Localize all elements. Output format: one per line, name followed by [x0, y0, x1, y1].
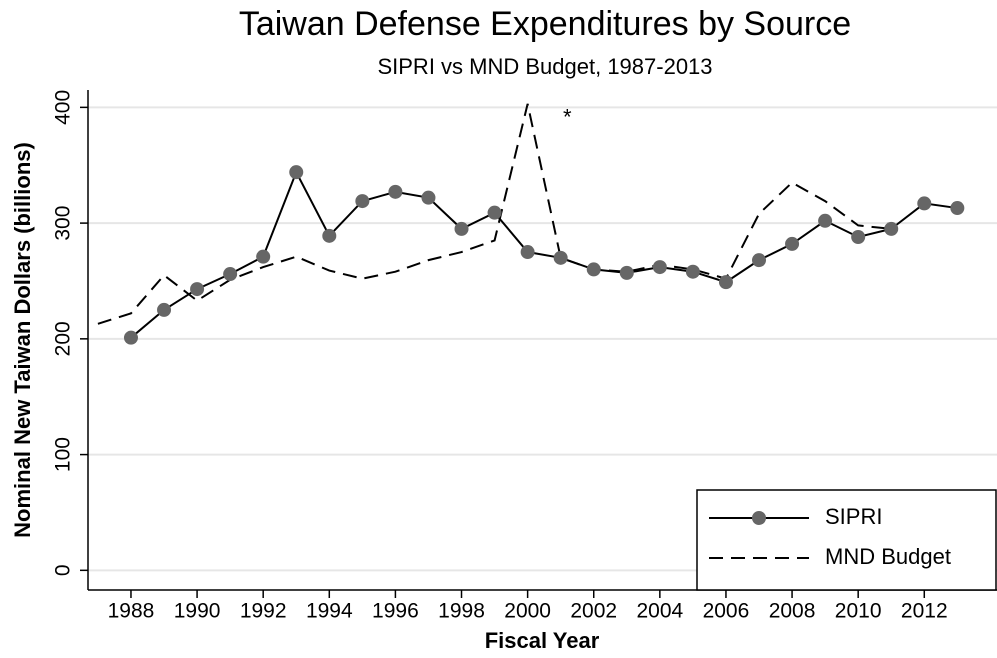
point [884, 221, 899, 236]
point [520, 245, 535, 260]
legend-marker [752, 511, 766, 525]
x-tick-label: 1988 [108, 600, 155, 623]
x-tick-label: 2002 [570, 600, 617, 623]
legend-box [696, 489, 997, 591]
point [718, 275, 733, 290]
x-tick-label: 2006 [703, 600, 750, 623]
y-tick-label: 400 [52, 90, 75, 125]
point [487, 205, 502, 220]
x-tick-label: 2010 [835, 600, 882, 623]
chart-title: Taiwan Defense Expenditures by Source [239, 5, 851, 43]
y-tick-label: 200 [52, 321, 75, 356]
point [388, 184, 403, 199]
point [289, 165, 304, 180]
point [322, 228, 337, 243]
x-tick-label: 1996 [372, 600, 419, 623]
x-tick-label: 2004 [636, 600, 683, 623]
point [785, 236, 800, 251]
point [652, 260, 667, 275]
y-tick-label: 0 [52, 564, 75, 576]
x-axis-label: Fiscal Year [485, 628, 600, 653]
point [157, 302, 172, 317]
point [917, 196, 932, 211]
x-tick-label: 1990 [174, 600, 221, 623]
annotation: * [563, 105, 572, 130]
y-tick-label: 100 [52, 437, 75, 472]
point [685, 264, 700, 279]
point [950, 201, 965, 216]
chart-subtitle: SIPRI vs MND Budget, 1987-2013 [377, 54, 712, 79]
x-tick-label: 2012 [901, 600, 948, 623]
y-axis-label: Nominal New Taiwan Dollars (billions) [10, 142, 35, 538]
point [123, 330, 138, 345]
x-tick-label: 1998 [438, 600, 485, 623]
point [421, 190, 436, 205]
point [355, 194, 370, 209]
line [130, 169, 958, 339]
legend-label: MND Budget [825, 544, 951, 569]
point [619, 265, 634, 280]
point [851, 229, 866, 244]
point [223, 267, 238, 282]
x-tick-label: 1994 [306, 600, 353, 623]
point [454, 221, 469, 236]
point [752, 253, 767, 268]
point [818, 213, 833, 228]
point [256, 249, 271, 264]
point [586, 262, 601, 277]
x-tick-label: 2008 [769, 600, 816, 623]
y-tick-label: 300 [52, 206, 75, 241]
x-tick-label: 2000 [504, 600, 551, 623]
legend-label: SIPRI [825, 504, 882, 529]
point [553, 250, 568, 265]
x-tick-label: 1992 [240, 600, 287, 623]
point [190, 282, 205, 297]
